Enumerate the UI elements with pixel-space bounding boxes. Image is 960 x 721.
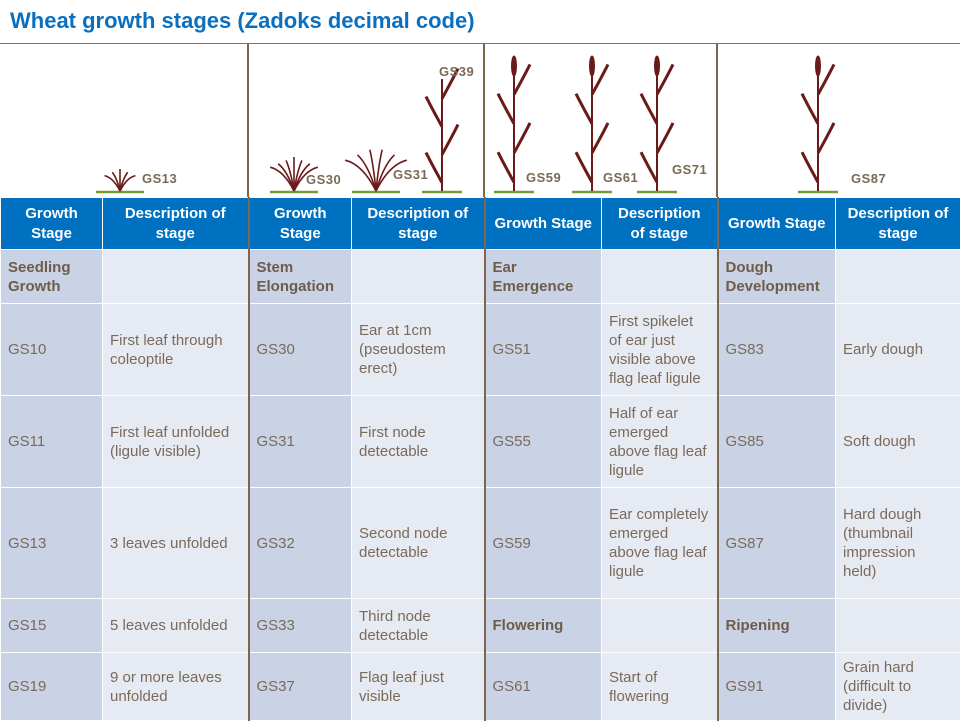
stage-description: Half of ear emerged above flag leaf ligu… bbox=[602, 396, 718, 488]
stage-group-title: Stem Elongation bbox=[249, 250, 352, 304]
label-gs61: GS61 bbox=[603, 170, 638, 185]
leaf bbox=[514, 123, 530, 153]
stage-description: Second node detectable bbox=[352, 488, 485, 599]
stage-group-title: Ripening bbox=[718, 599, 836, 653]
wheat-ear bbox=[590, 56, 595, 76]
stage-description: Hard dough (thumbnail impression held) bbox=[836, 488, 960, 599]
stage-description: Early dough bbox=[836, 304, 960, 396]
stage-group-title: Seedling Growth bbox=[1, 250, 103, 304]
stage-description bbox=[836, 250, 960, 304]
label-gs59: GS59 bbox=[526, 170, 561, 185]
leaf bbox=[576, 152, 592, 182]
wheat-ear bbox=[816, 56, 821, 76]
leaf bbox=[426, 153, 442, 183]
stage-code: GS55 bbox=[485, 396, 602, 488]
page-title: Wheat growth stages (Zadoks decimal code… bbox=[10, 8, 475, 34]
header-growth-stage: Growth Stage bbox=[1, 198, 103, 250]
stage-code: GS19 bbox=[1, 653, 103, 721]
stage-group-title: Ear Emergence bbox=[485, 250, 602, 304]
stage-code: GS10 bbox=[1, 304, 103, 396]
leaf bbox=[498, 152, 514, 182]
leaf bbox=[818, 123, 834, 153]
stage-code: GS61 bbox=[485, 653, 602, 721]
label-gs87: GS87 bbox=[851, 171, 886, 186]
stage-description bbox=[103, 250, 249, 304]
leaf bbox=[657, 123, 673, 153]
leaf bbox=[592, 123, 608, 153]
label-gs31: GS31 bbox=[393, 167, 428, 182]
stage-group-title: Flowering bbox=[485, 599, 602, 653]
stage-description: First leaf through coleoptile bbox=[103, 304, 249, 396]
leaf bbox=[426, 97, 442, 127]
leaf bbox=[576, 94, 592, 124]
header-description: Description of stage bbox=[352, 198, 485, 250]
header-description: Description of stage bbox=[103, 198, 249, 250]
stage-description bbox=[352, 250, 485, 304]
stage-code: GS31 bbox=[249, 396, 352, 488]
stage-code: GS13 bbox=[1, 488, 103, 599]
label-gs71: GS71 bbox=[672, 162, 707, 177]
stage-description: Start of flowering bbox=[602, 653, 718, 721]
header-description: Description of stage bbox=[836, 198, 960, 250]
leaf bbox=[802, 94, 818, 124]
leaf bbox=[802, 152, 818, 182]
wheat-ear bbox=[512, 56, 517, 76]
stage-description: Ear at 1cm (pseudostem erect) bbox=[352, 304, 485, 396]
leaf bbox=[442, 125, 458, 155]
stage-description: Grain hard (difficult to divide) bbox=[836, 653, 960, 721]
growth-illustration: GS13 GS30 GS31 GS39 GS59 GS61 GS71 GS87 bbox=[0, 43, 960, 197]
stage-code: GS15 bbox=[1, 599, 103, 653]
stage-description: Soft dough bbox=[836, 396, 960, 488]
leaf bbox=[641, 152, 657, 182]
stage-description: First node detectable bbox=[352, 396, 485, 488]
stage-code: GS30 bbox=[249, 304, 352, 396]
header-description: Description of stage bbox=[602, 198, 718, 250]
stage-code: GS59 bbox=[485, 488, 602, 599]
label-gs13: GS13 bbox=[142, 171, 177, 186]
leaf bbox=[641, 94, 657, 124]
stage-code: GS87 bbox=[718, 488, 836, 599]
stage-description: 9 or more leaves unfolded bbox=[103, 653, 249, 721]
stage-code: GS85 bbox=[718, 396, 836, 488]
table-row: Seedling Growth Stem Elongation Ear Emerge… bbox=[1, 250, 960, 304]
stage-description: Third node detectable bbox=[352, 599, 485, 653]
stage-code: GS37 bbox=[249, 653, 352, 721]
stage-code: GS91 bbox=[718, 653, 836, 721]
stage-code: GS33 bbox=[249, 599, 352, 653]
wheat-ear bbox=[655, 56, 660, 76]
header-growth-stage: Growth Stage bbox=[249, 198, 352, 250]
stage-description bbox=[836, 599, 960, 653]
stage-description: Flag leaf just visible bbox=[352, 653, 485, 721]
leaf bbox=[498, 94, 514, 124]
stage-code: GS51 bbox=[485, 304, 602, 396]
stage-description: 5 leaves unfolded bbox=[103, 599, 249, 653]
header-growth-stage: Growth Stage bbox=[718, 198, 836, 250]
stage-description bbox=[602, 599, 718, 653]
stage-description: First leaf unfolded (ligule visible) bbox=[103, 396, 249, 488]
wheat-plants-illustration: GS13 GS30 GS31 GS39 GS59 GS61 GS71 GS87 bbox=[0, 44, 960, 198]
header-growth-stage: Growth Stage bbox=[485, 198, 602, 250]
label-gs39: GS39 bbox=[439, 64, 474, 79]
stage-description bbox=[602, 250, 718, 304]
stage-code: GS83 bbox=[718, 304, 836, 396]
stage-code: GS11 bbox=[1, 396, 103, 488]
stage-code: GS32 bbox=[249, 488, 352, 599]
label-gs30: GS30 bbox=[306, 172, 341, 187]
stage-description: 3 leaves unfolded bbox=[103, 488, 249, 599]
stage-group-title: Dough Development bbox=[718, 250, 836, 304]
stage-description: First spikelet of ear just visible above… bbox=[602, 304, 718, 396]
stage-description: Ear completely emerged above flag leaf l… bbox=[602, 488, 718, 599]
